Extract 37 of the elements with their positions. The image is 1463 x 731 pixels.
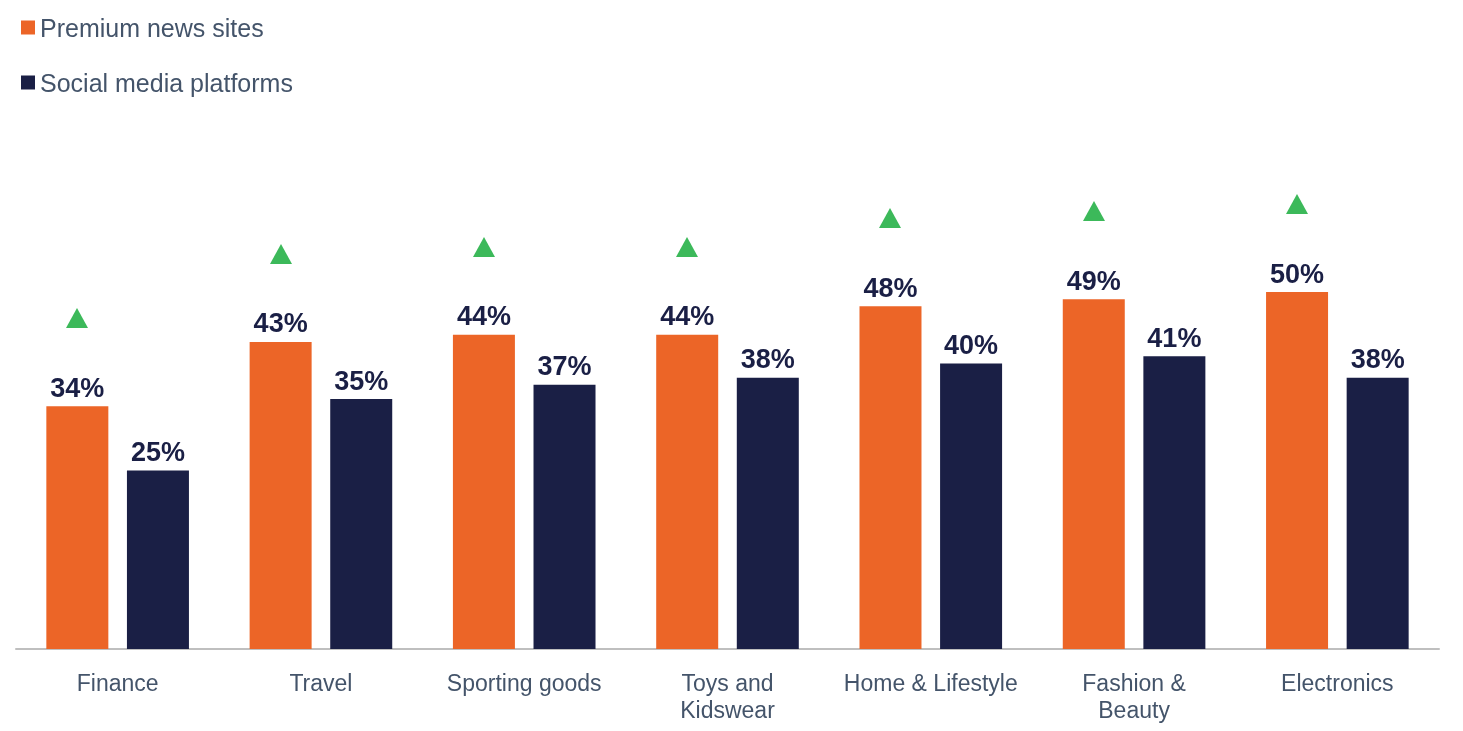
data-label: 44%	[456, 301, 511, 332]
bar	[249, 341, 312, 649]
data-label: 44%	[660, 301, 715, 332]
data-label: 25%	[130, 437, 185, 467]
bar	[330, 399, 393, 649]
bar	[656, 334, 719, 649]
data-label: 48%	[863, 272, 918, 303]
x-tick-label: Toys and Kidswear	[680, 669, 776, 723]
bar	[940, 363, 1003, 649]
x-tick-label: Finance	[76, 669, 159, 696]
bar	[46, 406, 109, 649]
data-label: 41%	[1147, 322, 1202, 353]
data-label: 38%	[1350, 344, 1405, 375]
bar	[126, 470, 189, 649]
data-label: 49%	[1066, 265, 1121, 296]
data-label: 38%	[740, 344, 795, 375]
data-label: 37%	[537, 351, 592, 382]
bar	[736, 377, 799, 649]
x-tick-label: Home & Lifestyle	[843, 669, 1018, 696]
bar	[1266, 292, 1329, 649]
bar	[859, 306, 922, 649]
data-label: 43%	[253, 308, 308, 339]
x-tick-label: Electronics	[1281, 669, 1394, 696]
x-tick-label: Fashion & Beauty	[1082, 669, 1186, 723]
bar	[1062, 299, 1125, 649]
data-label: 35%	[334, 365, 389, 396]
legend-label: Premium news sites	[40, 13, 264, 42]
x-tick-label: Sporting goods	[446, 669, 602, 696]
data-label: 50%	[1270, 258, 1325, 289]
bar	[452, 334, 515, 649]
bar	[1143, 356, 1206, 649]
x-tick-label: Travel	[289, 669, 353, 696]
data-label: 34%	[50, 372, 105, 403]
data-label: 40%	[944, 329, 999, 360]
bar	[1346, 377, 1409, 649]
bar	[533, 384, 596, 649]
legend-label: Social media platforms	[40, 68, 293, 97]
